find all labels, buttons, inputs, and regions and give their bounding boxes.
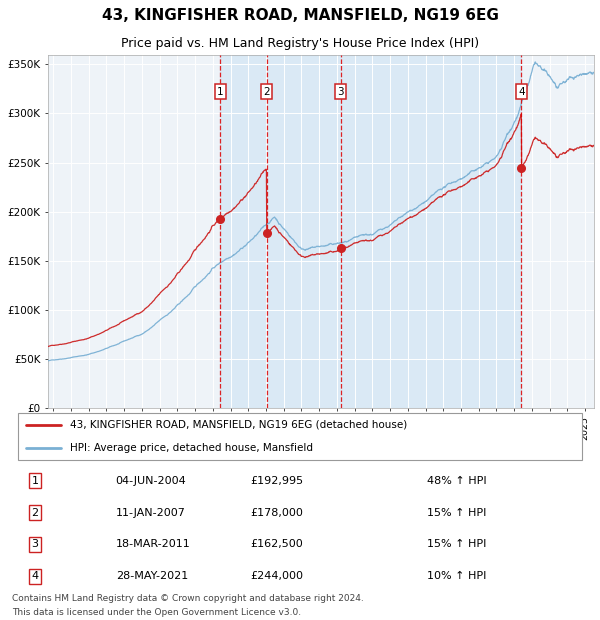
Text: 2: 2 bbox=[263, 87, 270, 97]
Text: £178,000: £178,000 bbox=[251, 508, 304, 518]
Text: 28-MAY-2021: 28-MAY-2021 bbox=[116, 571, 188, 581]
Text: 18-MAR-2011: 18-MAR-2011 bbox=[116, 539, 190, 549]
Text: 43, KINGFISHER ROAD, MANSFIELD, NG19 6EG (detached house): 43, KINGFISHER ROAD, MANSFIELD, NG19 6EG… bbox=[70, 420, 407, 430]
Text: 10% ↑ HPI: 10% ↑ HPI bbox=[427, 571, 486, 581]
Text: Price paid vs. HM Land Registry's House Price Index (HPI): Price paid vs. HM Land Registry's House … bbox=[121, 37, 479, 50]
Text: £162,500: £162,500 bbox=[251, 539, 304, 549]
Text: £244,000: £244,000 bbox=[250, 571, 304, 581]
Text: 1: 1 bbox=[32, 476, 38, 486]
Text: HPI: Average price, detached house, Mansfield: HPI: Average price, detached house, Mans… bbox=[70, 443, 313, 453]
Bar bbox=[220, 55, 521, 408]
Text: 43, KINGFISHER ROAD, MANSFIELD, NG19 6EG: 43, KINGFISHER ROAD, MANSFIELD, NG19 6EG bbox=[101, 8, 499, 23]
Text: 2: 2 bbox=[31, 508, 38, 518]
Text: Contains HM Land Registry data © Crown copyright and database right 2024.: Contains HM Land Registry data © Crown c… bbox=[12, 593, 364, 603]
Text: 1: 1 bbox=[217, 87, 224, 97]
Text: This data is licensed under the Open Government Licence v3.0.: This data is licensed under the Open Gov… bbox=[12, 608, 301, 617]
Text: 3: 3 bbox=[32, 539, 38, 549]
Text: 11-JAN-2007: 11-JAN-2007 bbox=[116, 508, 185, 518]
Text: 04-JUN-2004: 04-JUN-2004 bbox=[116, 476, 187, 486]
Text: £192,995: £192,995 bbox=[250, 476, 304, 486]
Text: 15% ↑ HPI: 15% ↑ HPI bbox=[427, 508, 486, 518]
Text: 4: 4 bbox=[518, 87, 525, 97]
Text: 48% ↑ HPI: 48% ↑ HPI bbox=[427, 476, 487, 486]
Text: 3: 3 bbox=[337, 87, 344, 97]
FancyBboxPatch shape bbox=[18, 413, 582, 460]
Text: 15% ↑ HPI: 15% ↑ HPI bbox=[427, 539, 486, 549]
Text: 4: 4 bbox=[31, 571, 38, 581]
